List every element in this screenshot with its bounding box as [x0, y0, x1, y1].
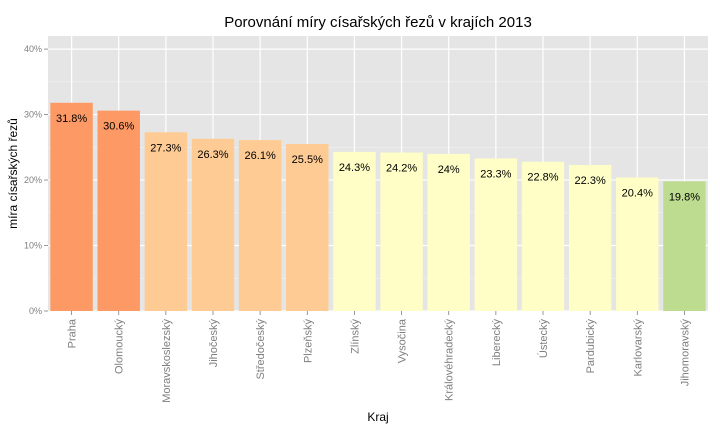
x-tick-label: Vysočina: [397, 318, 409, 363]
x-tick-label: Jihomoravský: [679, 319, 691, 387]
y-tick-label: 20%: [24, 175, 42, 185]
x-tick-label: Plzeňský: [302, 319, 314, 364]
x-tick-label: Olomoucký: [114, 319, 126, 375]
bar: [333, 151, 376, 311]
x-tick-label: Ústecký: [537, 319, 550, 359]
x-tick-label: Moravskoslezský: [161, 319, 173, 403]
bar: [286, 144, 329, 311]
bar: [616, 177, 659, 311]
bar: [568, 164, 612, 311]
x-tick-label: Liberecký: [491, 319, 503, 367]
bar-value-label: 24.2%: [386, 163, 417, 175]
x-tick-label: Praha: [67, 318, 79, 348]
bar: [191, 138, 235, 311]
bars: 31.8% 30.6% 27.3% 26.3% 26.1% 25.5% 24.3% 24.2%…: [50, 102, 706, 312]
bar-value-label: 23.3%: [480, 168, 511, 180]
x-axis-ticks: Praha Olomoucký Moravskoslezský Jihočeský St…: [67, 311, 691, 403]
x-tick-label: Středočeský: [255, 319, 267, 380]
bar-value-label: 24.3%: [339, 162, 370, 174]
bar-value-label: 22.8%: [527, 172, 558, 184]
bar: [474, 158, 518, 311]
x-tick-label: Jihočeský: [208, 319, 220, 368]
bar: [50, 102, 93, 312]
y-tick-label: 40%: [24, 44, 42, 54]
y-tick-label: 10%: [24, 241, 42, 251]
y-tick-label: 0%: [29, 306, 42, 316]
y-axis-title: míra císařských řezů: [6, 118, 20, 229]
bar-value-label: 19.8%: [669, 191, 700, 203]
y-axis-ticks: 0% 10% 20% 30% 40%: [24, 44, 48, 316]
bar-value-label: 24%: [438, 164, 460, 176]
bar-value-label: 26.1%: [245, 150, 276, 162]
bar: [144, 132, 188, 311]
x-tick-label: Královéhradecký: [444, 319, 456, 401]
bar-value-label: 22.3%: [575, 175, 606, 187]
bar-value-label: 25.5%: [292, 154, 323, 166]
bar: [380, 152, 423, 311]
bar: [427, 153, 470, 311]
x-tick-label: Zlínský: [349, 319, 361, 354]
bar-value-label: 31.8%: [56, 113, 87, 125]
bar-value-label: 30.6%: [103, 121, 134, 133]
bar: [663, 181, 706, 311]
bar: [97, 110, 140, 312]
bar-value-label: 20.4%: [622, 187, 653, 199]
bar: [238, 140, 282, 311]
bar-value-label: 26.3%: [197, 149, 228, 161]
x-axis-title: Kraj: [367, 410, 388, 424]
bar: [521, 161, 565, 311]
y-tick-label: 30%: [24, 110, 42, 120]
chart-title: Porovnání míry císařských řezů v krajích…: [224, 14, 532, 31]
x-tick-label: Pardubický: [585, 319, 597, 374]
x-tick-label: Karlovarský: [632, 319, 644, 377]
bar-value-label: 27.3%: [150, 142, 181, 154]
